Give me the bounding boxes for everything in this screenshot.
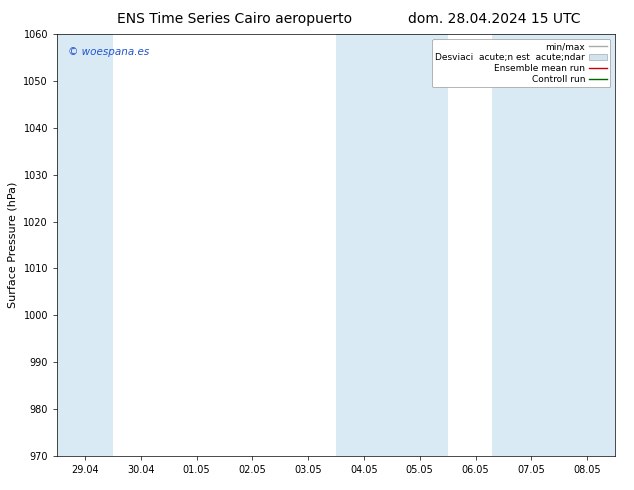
Text: dom. 28.04.2024 15 UTC: dom. 28.04.2024 15 UTC xyxy=(408,12,581,26)
Bar xyxy=(57,34,113,456)
Bar xyxy=(492,34,531,456)
Bar xyxy=(336,34,392,456)
Bar xyxy=(392,34,448,456)
Text: ENS Time Series Cairo aeropuerto: ENS Time Series Cairo aeropuerto xyxy=(117,12,352,26)
Y-axis label: Surface Pressure (hPa): Surface Pressure (hPa) xyxy=(8,182,18,308)
Bar xyxy=(531,34,615,456)
Legend: min/max, Desviaci  acute;n est  acute;ndar, Ensemble mean run, Controll run: min/max, Desviaci acute;n est acute;ndar… xyxy=(432,39,611,87)
Text: © woespana.es: © woespana.es xyxy=(68,47,150,57)
